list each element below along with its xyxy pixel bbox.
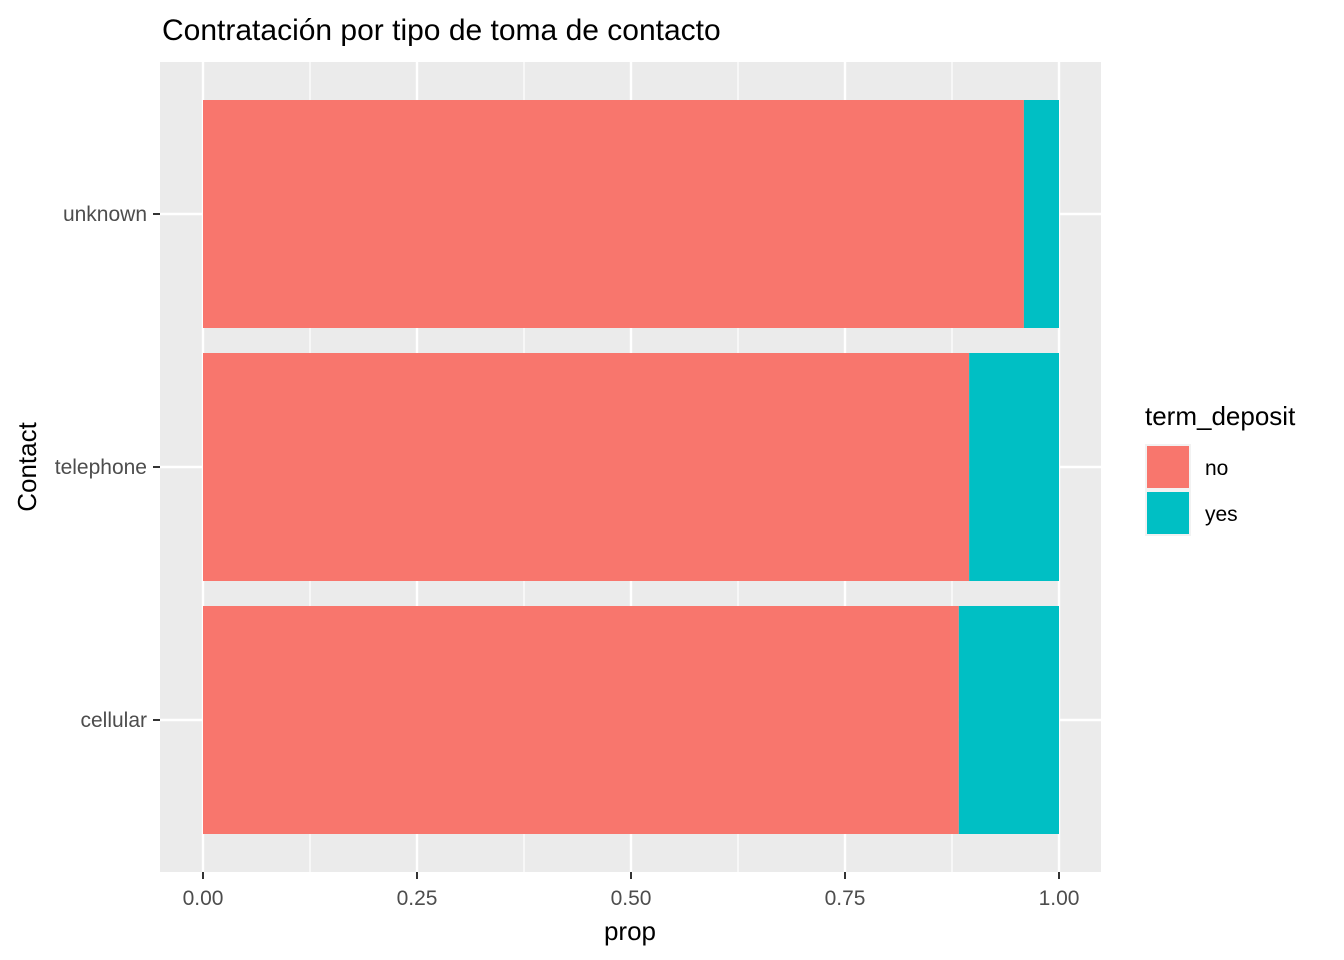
x-tick-label: 0.00 bbox=[183, 887, 224, 910]
y-axis: cellular telephone unknown bbox=[55, 203, 160, 732]
bar-cellular-no bbox=[203, 606, 959, 834]
bar-unknown-no bbox=[203, 100, 1024, 328]
bar-telephone-yes bbox=[969, 353, 1059, 581]
legend-swatch-yes bbox=[1147, 492, 1189, 534]
legend-title: term_deposit bbox=[1145, 401, 1296, 431]
legend-label-no: no bbox=[1205, 457, 1228, 480]
x-axis: 0.00 0.25 0.50 0.75 1.00 bbox=[183, 872, 1080, 910]
y-tick-label-telephone: telephone bbox=[55, 456, 147, 479]
x-tick-label: 0.25 bbox=[397, 887, 438, 910]
bar-telephone-no bbox=[203, 353, 970, 581]
x-tick-label: 0.50 bbox=[611, 887, 652, 910]
y-tick-label-cellular: cellular bbox=[80, 709, 147, 732]
legend: term_deposit no yes bbox=[1145, 401, 1296, 536]
bar-cellular-yes bbox=[958, 606, 1059, 834]
legend-swatch-no bbox=[1147, 446, 1189, 488]
bar-unknown-yes bbox=[1023, 100, 1059, 328]
x-tick-label: 0.75 bbox=[825, 887, 866, 910]
bars bbox=[203, 100, 1059, 834]
y-axis-title: Contact bbox=[12, 421, 42, 511]
legend-label-yes: yes bbox=[1205, 503, 1238, 526]
chart-title: Contratación por tipo de toma de contact… bbox=[162, 14, 721, 47]
y-tick-label-unknown: unknown bbox=[63, 203, 147, 226]
x-axis-title: prop bbox=[604, 916, 656, 946]
x-tick-label: 1.00 bbox=[1039, 887, 1080, 910]
